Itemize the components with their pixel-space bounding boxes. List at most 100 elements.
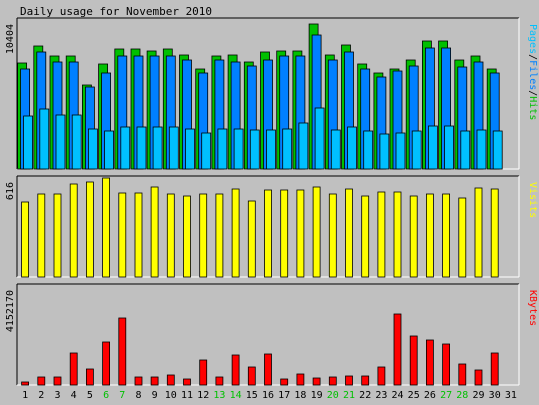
bar-visits-day-16: [264, 189, 272, 278]
bar-visits-day-8: [134, 192, 143, 278]
right-label-part: Files: [527, 60, 538, 90]
panel-pages-files-hits: 10404 Pages/Files/Hits: [5, 17, 538, 170]
bar-pages-day-30: [492, 130, 503, 170]
chart-title: Daily usage for November 2010: [20, 5, 212, 18]
bar-pages-day-8: [136, 126, 147, 170]
bar-pages-day-9: [152, 126, 163, 170]
bar-visits-day-20: [328, 193, 337, 278]
bar-pages-day-12: [201, 132, 212, 170]
bar-pages-day-26: [427, 125, 438, 170]
bar-visits-day-29: [474, 187, 483, 278]
bar-visits-day-22: [361, 195, 370, 278]
bar-kbytes-day-8: [134, 376, 143, 386]
bar-kbytes-day-21: [345, 375, 353, 386]
bar-visits-day-26: [425, 193, 434, 278]
bar-kbytes-day-27: [442, 343, 451, 386]
bar-visits-day-19: [312, 186, 321, 278]
x-tick-label-day-24: 24: [391, 390, 403, 401]
x-tick-label-day-27: 27: [440, 390, 452, 401]
x-axis-labels: 1 2 3 4 5 6 7 8 9 10 11 12 13 14 15 16 17 18 19 20 21 22 23 24 2…: [22, 390, 517, 401]
bar-kbytes-day-7: [118, 317, 127, 386]
bar-visits-day-7: [118, 192, 127, 278]
bar-visits-day-9: [150, 186, 159, 278]
bar-visits-day-13: [215, 193, 224, 278]
bar-pages-day-19: [314, 107, 325, 170]
x-tick-label-day-13: 13: [213, 390, 225, 401]
bar-pages-day-16: [266, 129, 276, 170]
bar-visits-day-5: [86, 181, 94, 278]
x-tick-label-day-4: 4: [71, 390, 77, 401]
bar-kbytes-day-15: [247, 366, 256, 386]
bar-kbytes-day-30: [490, 352, 499, 386]
right-axis-label: Pages/Files/Hits: [527, 24, 538, 120]
right-label-part: Hits: [527, 96, 538, 120]
x-tick-label-day-5: 5: [87, 390, 93, 401]
bar-kbytes-day-4: [69, 352, 78, 386]
bar-pages-day-5: [88, 128, 98, 170]
x-tick-label-day-26: 26: [424, 390, 436, 401]
bar-kbytes-day-26: [425, 339, 434, 386]
bar-pages-day-22: [363, 130, 374, 170]
bar-visits-day-27: [442, 193, 451, 278]
x-tick-label-day-20: 20: [327, 390, 339, 401]
bar-pages-day-1: [23, 115, 34, 170]
y-max-label: 616: [5, 182, 16, 200]
bar-kbytes-day-25: [409, 335, 418, 386]
bar-kbytes-day-3: [53, 376, 62, 386]
x-tick-label-day-1: 1: [22, 390, 28, 401]
right-axis-label: Visits: [527, 182, 538, 218]
bar-pages-day-13: [217, 128, 228, 170]
bar-kbytes-day-5: [86, 368, 94, 386]
bar-kbytes-day-23: [377, 366, 386, 386]
bar-visits-day-1: [21, 201, 30, 278]
right-label-part: /: [527, 54, 538, 60]
bar-pages-day-2: [39, 108, 50, 170]
bar-pages-day-3: [55, 114, 66, 170]
x-tick-label-day-15: 15: [246, 390, 258, 401]
bar-pages-day-25: [411, 130, 422, 170]
right-label-part: KBytes: [527, 290, 538, 326]
bar-kbytes-day-11: [183, 378, 191, 386]
bar-visits-day-15: [247, 200, 256, 278]
x-tick-label-day-30: 30: [489, 390, 501, 401]
x-tick-label-day-12: 12: [197, 390, 209, 401]
bar-visits-day-17: [280, 189, 289, 278]
bar-kbytes-day-2: [37, 376, 46, 386]
x-tick-label-day-19: 19: [311, 390, 323, 401]
bar-visits-day-25: [409, 195, 418, 278]
bar-pages-day-4: [71, 114, 82, 170]
bar-pages-day-27: [444, 125, 455, 170]
bar-visits-day-21: [345, 188, 353, 278]
bar-pages-day-18: [298, 122, 309, 170]
x-tick-label-day-8: 8: [135, 390, 141, 401]
bar-pages-day-28: [460, 130, 471, 170]
bar-visits-day-14: [231, 188, 240, 278]
right-label-part: Pages: [527, 24, 538, 54]
bar-pages-day-15: [249, 129, 260, 170]
right-axis-label: KBytes: [527, 290, 538, 326]
bar-pages-day-29: [476, 129, 487, 170]
bar-pages-day-23: [379, 133, 390, 170]
bar-kbytes-day-29: [474, 369, 483, 386]
right-label-part: Visits: [527, 182, 538, 218]
bar-visits-day-18: [296, 189, 305, 278]
x-tick-label-day-7: 7: [119, 390, 125, 401]
bar-kbytes-day-22: [361, 375, 370, 386]
bar-pages-day-11: [185, 128, 195, 170]
right-label-part: /: [527, 90, 538, 96]
bar-visits-day-30: [490, 188, 499, 278]
x-tick-label-day-11: 11: [181, 390, 193, 401]
x-tick-label-day-18: 18: [294, 390, 306, 401]
x-tick-label-day-28: 28: [456, 390, 468, 401]
bar-pages-day-20: [330, 129, 341, 170]
bar-kbytes-day-10: [166, 374, 175, 386]
bar-kbytes-day-1: [21, 381, 30, 386]
bar-kbytes-day-28: [458, 363, 467, 386]
bar-pages-day-7: [120, 126, 131, 170]
x-tick-label-day-21: 21: [343, 390, 355, 401]
x-tick-label-day-6: 6: [103, 390, 109, 401]
x-tick-label-day-2: 2: [38, 390, 44, 401]
